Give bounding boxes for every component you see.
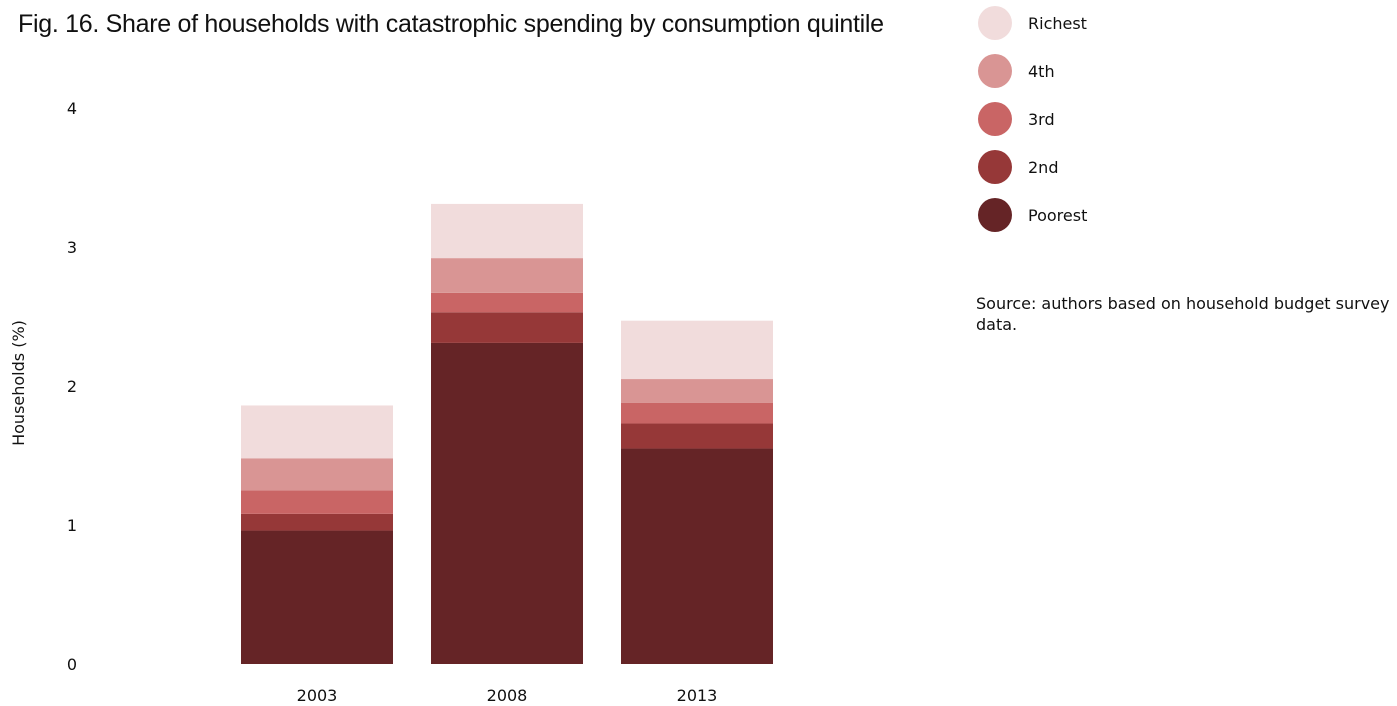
legend-label-3rd: 3rd: [1028, 109, 1055, 129]
bar-segment-2nd: [241, 513, 393, 531]
legend-label-4th: 4th: [1028, 61, 1055, 81]
x-tick-label: 2003: [297, 686, 338, 705]
legend-swatch-4th: [978, 54, 1012, 88]
y-axis-label: Households (%): [9, 320, 28, 446]
y-tick-label: 3: [67, 238, 77, 257]
legend-label-richest: Richest: [1028, 13, 1087, 33]
bar-segment-poorest: [241, 530, 393, 664]
legend-swatch-poorest: [978, 198, 1012, 232]
legend-item-3rd: 3rd: [978, 102, 1087, 136]
bars-group: [241, 203, 773, 664]
legend-item-richest: Richest: [978, 6, 1087, 40]
y-tick-label: 1: [67, 516, 77, 535]
y-tick-label: 2: [67, 377, 77, 396]
legend-item-2nd: 2nd: [978, 150, 1087, 184]
bar-segment-poorest: [621, 448, 773, 664]
bar-segment-4th: [241, 458, 393, 491]
bar-segment-richest: [621, 320, 773, 380]
bar-segment-2nd: [621, 423, 773, 449]
legend-label-2nd: 2nd: [1028, 157, 1059, 177]
legend-swatch-richest: [978, 6, 1012, 40]
legend-label-poorest: Poorest: [1028, 205, 1088, 225]
legend-item-4th: 4th: [978, 54, 1087, 88]
bar-segment-4th: [431, 258, 583, 293]
legend-item-poorest: Poorest: [978, 198, 1087, 232]
bar-segment-richest: [241, 405, 393, 459]
y-tick-label: 0: [67, 655, 77, 674]
legend-swatch-3rd: [978, 102, 1012, 136]
x-tick-label: 2013: [677, 686, 718, 705]
bar-segment-4th: [621, 379, 773, 403]
source-note: Source: authors based on household budge…: [976, 294, 1390, 334]
chart-title: Fig. 16. Share of households with catast…: [18, 10, 884, 38]
x-axis-ticks: 2003 2008 2013: [297, 686, 718, 705]
stacked-bar-chart: 0 1 2 3 4 Households (%) 2003 2008 2013: [9, 99, 773, 705]
y-axis-ticks: 0 1 2 3 4: [67, 99, 77, 674]
bar-segment-2nd: [431, 312, 583, 343]
x-tick-label: 2008: [487, 686, 528, 705]
bar-segment-3rd: [241, 490, 393, 514]
bar-segment-poorest: [431, 342, 583, 664]
bar-segment-richest: [431, 203, 583, 259]
legend-swatch-2nd: [978, 150, 1012, 184]
legend: Richest 4th 3rd 2nd Poorest: [978, 6, 1087, 246]
bar-segment-3rd: [431, 292, 583, 313]
y-tick-label: 4: [67, 99, 77, 118]
bar-segment-3rd: [621, 402, 773, 424]
